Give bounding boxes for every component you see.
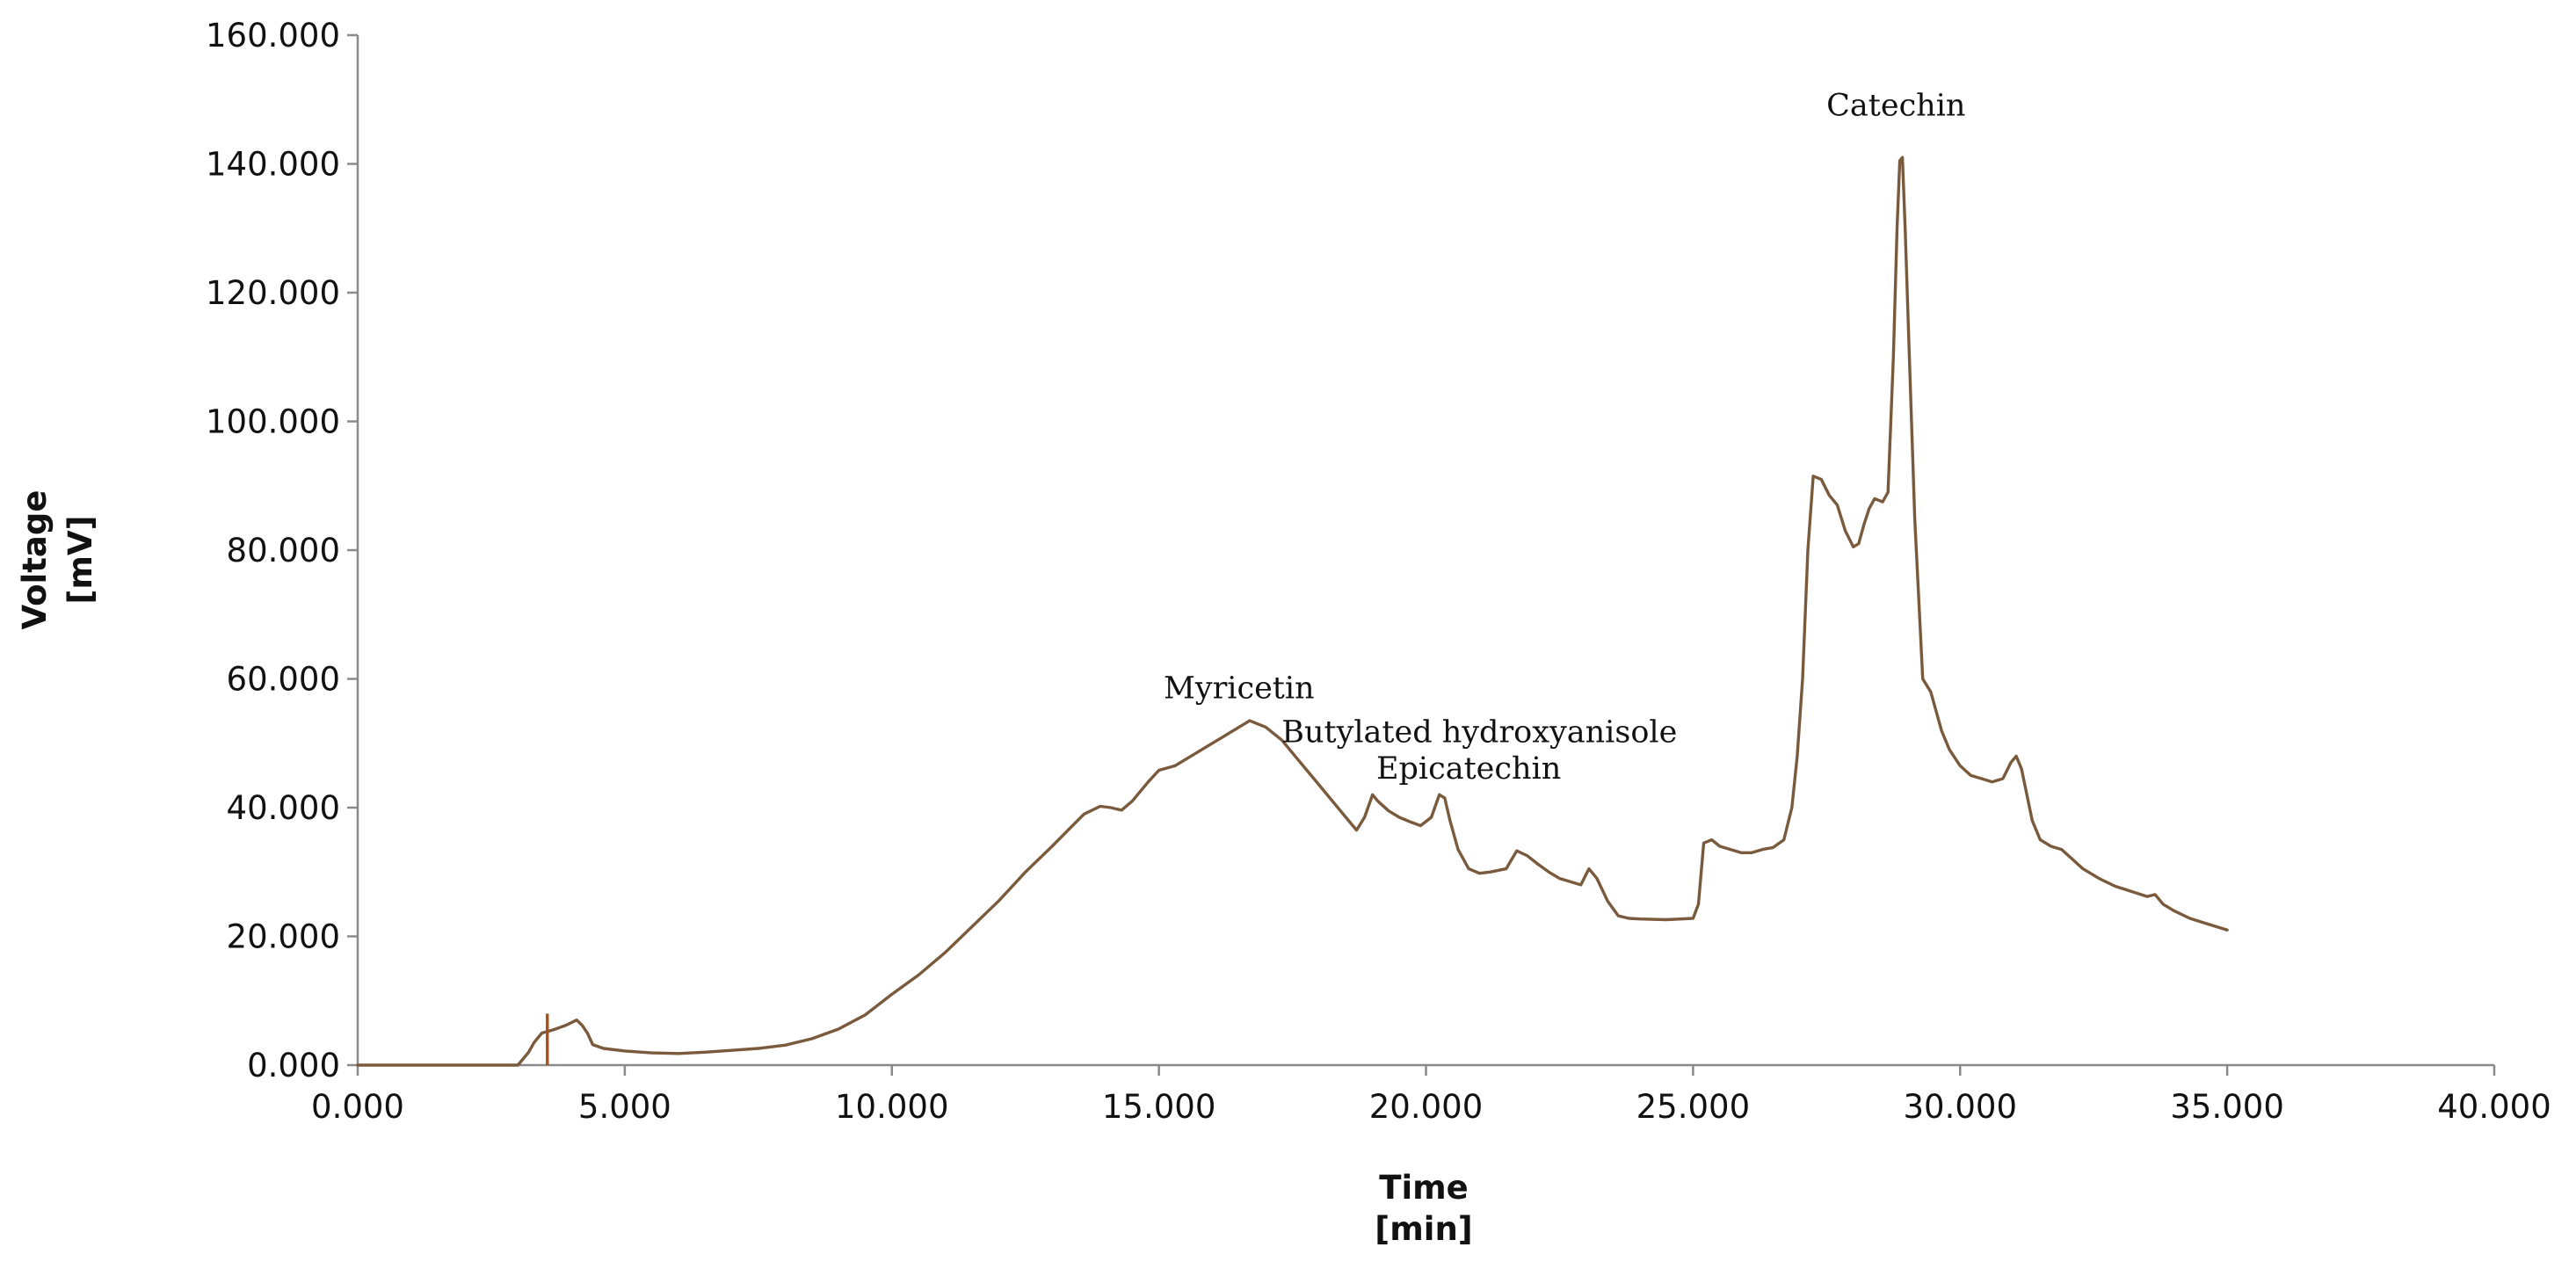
peak-label: Catechin	[1826, 89, 1965, 124]
x-axis-title-text: Time	[1379, 1169, 1469, 1207]
y-tick-label: 120.000	[206, 274, 340, 312]
y-tick-label: 100.000	[206, 403, 340, 441]
y-tick-label: 160.000	[206, 17, 340, 54]
peak-label: Epicatechin	[1376, 751, 1561, 787]
x-tick-label: 40.000	[2437, 1088, 2551, 1126]
y-axis-title: Voltage [mV]	[16, 490, 99, 630]
x-tick-label: 10.000	[835, 1088, 948, 1126]
y-tick-label: 0.000	[247, 1047, 340, 1084]
y-axis-title-text: Voltage	[16, 490, 54, 630]
series-line	[356, 156, 2229, 1067]
x-tick-label: 0.000	[311, 1088, 404, 1126]
x-tick-label: 25.000	[1636, 1088, 1750, 1126]
y-tick-label: 40.000	[227, 789, 340, 827]
y-tick-label: 140.000	[206, 146, 340, 184]
y-tick-label: 20.000	[227, 918, 340, 956]
x-tick-label: 5.000	[578, 1088, 671, 1126]
y-tick-label: 60.000	[227, 661, 340, 699]
x-tick-label: 35.000	[2170, 1088, 2283, 1126]
peak-annotations: Catechin Myricetin Butylated hydroxyanisol…	[1164, 89, 1966, 787]
x-axis-ticks: 0.000 5.000 10.000 15.000 20.000 25.000 30.000…	[311, 1065, 2551, 1126]
series-layer	[356, 156, 2229, 1067]
y-tick-label: 80.000	[227, 532, 340, 569]
x-tick-label: 30.000	[1904, 1088, 2017, 1126]
peak-label: Butylated hydroxyanisole	[1281, 714, 1677, 750]
axes: 0.000 5.000 10.000 15.000 20.000 25.000 30.000…	[206, 17, 2551, 1126]
x-tick-label: 15.000	[1102, 1088, 1215, 1126]
peak-label: Myricetin	[1164, 671, 1315, 706]
y-axis-title-unit: [mV]	[62, 515, 99, 604]
y-axis-ticks: 0.000 20.000 40.000 60.000 80.000 100.000 120.…	[206, 17, 358, 1084]
x-axis-title-unit: [min]	[1375, 1210, 1472, 1248]
x-tick-label: 20.000	[1369, 1088, 1483, 1126]
